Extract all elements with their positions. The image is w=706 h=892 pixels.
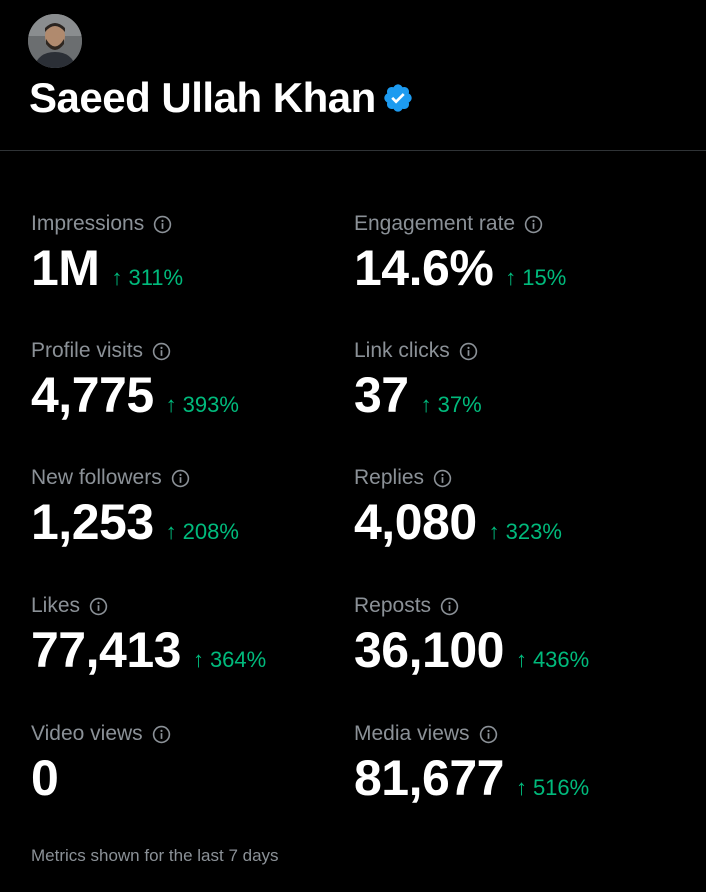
metric-value: 77,413 bbox=[31, 622, 181, 678]
metric-label: Reposts bbox=[354, 594, 432, 617]
metric-engagement-rate: Engagement rate 14.6% ↑ 15% bbox=[354, 211, 674, 295]
avatar-image bbox=[28, 14, 82, 68]
metric-label: Impressions bbox=[31, 212, 145, 235]
info-circle-icon[interactable] bbox=[524, 215, 543, 234]
metric-likes: Likes 77,413 ↑ 364% bbox=[31, 593, 351, 677]
metric-change: ↑ 436% bbox=[516, 647, 589, 673]
metric-change: ↑ 393% bbox=[166, 392, 239, 418]
metric-label: Media views bbox=[354, 722, 470, 745]
name-row: Saeed Ullah Khan bbox=[29, 72, 414, 124]
metric-video-views: Video views 0 bbox=[31, 721, 351, 805]
metric-change: ↑ 364% bbox=[193, 647, 266, 673]
metric-change-value: 436% bbox=[532, 647, 590, 672]
metric-value: 1,253 bbox=[31, 494, 154, 550]
metric-change-value: 15% bbox=[522, 265, 567, 290]
arrow-up-icon: ↑ bbox=[488, 519, 500, 544]
metric-value: 0 bbox=[31, 750, 59, 806]
arrow-up-icon: ↑ bbox=[420, 392, 432, 417]
metric-change: ↑ 37% bbox=[421, 392, 482, 418]
info-circle-icon[interactable] bbox=[433, 469, 452, 488]
metric-replies: Replies 4,080 ↑ 323% bbox=[354, 465, 674, 549]
metric-change-value: 208% bbox=[182, 519, 239, 544]
metric-label: Video views bbox=[31, 722, 143, 745]
metric-value: 4,775 bbox=[31, 367, 154, 423]
metric-value: 14.6% bbox=[354, 240, 494, 296]
verified-badge-icon bbox=[382, 82, 414, 114]
avatar[interactable] bbox=[28, 14, 82, 68]
arrow-up-icon: ↑ bbox=[505, 265, 517, 290]
info-circle-icon[interactable] bbox=[152, 342, 171, 361]
info-circle-icon[interactable] bbox=[153, 215, 172, 234]
metric-change: ↑ 311% bbox=[111, 265, 183, 291]
metric-label: New followers bbox=[31, 466, 162, 489]
metric-change: ↑ 15% bbox=[505, 265, 566, 291]
metric-value: 37 bbox=[354, 367, 409, 423]
info-circle-icon[interactable] bbox=[171, 469, 190, 488]
info-circle-icon[interactable] bbox=[479, 725, 498, 744]
metric-value: 81,677 bbox=[354, 750, 504, 806]
metric-label: Replies bbox=[354, 466, 425, 489]
info-circle-icon[interactable] bbox=[440, 597, 459, 616]
display-name: Saeed Ullah Khan bbox=[29, 74, 376, 121]
profile-header: Saeed Ullah Khan bbox=[0, 0, 706, 150]
arrow-up-icon: ↑ bbox=[515, 775, 527, 800]
arrow-up-icon: ↑ bbox=[192, 647, 204, 672]
info-circle-icon[interactable] bbox=[89, 597, 108, 616]
metric-reposts: Reposts 36,100 ↑ 436% bbox=[354, 593, 674, 677]
metric-media-views: Media views 81,677 ↑ 516% bbox=[354, 721, 674, 805]
metric-change-value: 323% bbox=[505, 519, 562, 544]
metric-profile-visits: Profile visits 4,775 ↑ 393% bbox=[31, 338, 351, 422]
metric-value: 1M bbox=[31, 240, 100, 296]
metric-label: Likes bbox=[31, 594, 81, 617]
metric-impressions: Impressions 1M ↑ 311% bbox=[31, 211, 351, 295]
arrow-up-icon: ↑ bbox=[165, 392, 177, 417]
metric-change-value: 516% bbox=[532, 775, 590, 800]
info-circle-icon[interactable] bbox=[459, 342, 478, 361]
metric-label: Profile visits bbox=[31, 339, 144, 362]
metric-change: ↑ 208% bbox=[166, 519, 239, 545]
info-circle-icon[interactable] bbox=[152, 725, 171, 744]
metric-label: Engagement rate bbox=[354, 212, 516, 235]
metric-new-followers: New followers 1,253 ↑ 208% bbox=[31, 465, 351, 549]
metric-link-clicks: Link clicks 37 ↑ 37% bbox=[354, 338, 674, 422]
metric-change-value: 364% bbox=[209, 647, 267, 672]
arrow-up-icon: ↑ bbox=[515, 647, 527, 672]
metric-label: Link clicks bbox=[354, 339, 450, 362]
footer-note: Metrics shown for the last 7 days bbox=[31, 846, 279, 865]
metric-value: 4,080 bbox=[354, 494, 477, 550]
metric-value: 36,100 bbox=[354, 622, 504, 678]
metric-change-value: 393% bbox=[182, 392, 239, 417]
arrow-up-icon: ↑ bbox=[111, 265, 123, 290]
header-divider bbox=[0, 150, 706, 151]
metric-change: ↑ 516% bbox=[516, 775, 589, 801]
metric-change-value: 37% bbox=[437, 392, 482, 417]
metric-change-value: 311% bbox=[128, 265, 184, 290]
arrow-up-icon: ↑ bbox=[165, 519, 177, 544]
metric-change: ↑ 323% bbox=[489, 519, 562, 545]
